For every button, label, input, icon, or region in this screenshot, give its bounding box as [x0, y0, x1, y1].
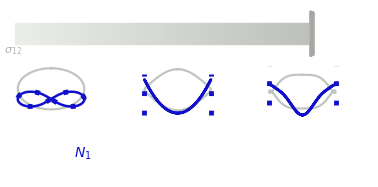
- Bar: [35, 23, 40, 44]
- Polygon shape: [310, 11, 312, 56]
- Bar: [20, 23, 25, 44]
- Polygon shape: [311, 12, 313, 56]
- Polygon shape: [310, 11, 312, 56]
- Bar: [89, 23, 94, 44]
- Polygon shape: [311, 12, 313, 56]
- Bar: [25, 23, 30, 44]
- Bar: [50, 23, 54, 44]
- Polygon shape: [310, 11, 312, 56]
- Bar: [256, 23, 261, 44]
- Bar: [167, 23, 172, 44]
- Polygon shape: [311, 12, 313, 56]
- Bar: [276, 23, 280, 44]
- Bar: [305, 23, 310, 44]
- Polygon shape: [310, 11, 312, 56]
- Bar: [182, 23, 187, 44]
- Bar: [222, 23, 226, 44]
- Polygon shape: [311, 12, 313, 56]
- Polygon shape: [311, 12, 313, 56]
- Polygon shape: [310, 11, 312, 56]
- Bar: [104, 23, 108, 44]
- Bar: [45, 23, 50, 44]
- Bar: [163, 23, 167, 44]
- Bar: [128, 23, 133, 44]
- Polygon shape: [311, 12, 313, 56]
- Bar: [285, 23, 290, 44]
- Bar: [251, 23, 256, 44]
- Bar: [30, 23, 35, 44]
- Bar: [79, 23, 84, 44]
- Polygon shape: [311, 12, 313, 56]
- Bar: [40, 23, 45, 44]
- Bar: [246, 23, 251, 44]
- Bar: [15, 23, 20, 44]
- Bar: [207, 23, 212, 44]
- Text: $\gamma_0$: $\gamma_0$: [330, 24, 347, 40]
- Bar: [123, 23, 128, 44]
- Text: $N_1$: $N_1$: [74, 146, 91, 163]
- Polygon shape: [311, 11, 313, 56]
- Polygon shape: [311, 12, 313, 56]
- Polygon shape: [311, 12, 313, 56]
- Bar: [236, 23, 241, 44]
- Polygon shape: [311, 12, 313, 56]
- Bar: [84, 23, 89, 44]
- Bar: [99, 23, 104, 44]
- Bar: [172, 23, 177, 44]
- Bar: [231, 23, 236, 44]
- Bar: [138, 23, 143, 44]
- Bar: [108, 23, 113, 44]
- Polygon shape: [311, 12, 313, 56]
- Bar: [261, 23, 266, 44]
- Bar: [113, 23, 118, 44]
- Bar: [197, 23, 202, 44]
- Bar: [300, 23, 305, 44]
- Bar: [241, 23, 246, 44]
- Bar: [212, 23, 217, 44]
- Bar: [133, 23, 138, 44]
- Bar: [148, 23, 153, 44]
- Bar: [69, 23, 74, 44]
- Bar: [177, 23, 182, 44]
- Polygon shape: [312, 12, 314, 55]
- Bar: [64, 23, 69, 44]
- Polygon shape: [311, 12, 313, 55]
- Bar: [280, 23, 285, 44]
- Bar: [290, 23, 295, 44]
- Polygon shape: [311, 12, 313, 56]
- Bar: [59, 23, 64, 44]
- Bar: [143, 23, 148, 44]
- Bar: [202, 23, 207, 44]
- Bar: [217, 23, 222, 44]
- Bar: [226, 23, 231, 44]
- Bar: [187, 23, 192, 44]
- Bar: [271, 23, 276, 44]
- Bar: [295, 23, 300, 44]
- Polygon shape: [310, 11, 312, 56]
- Polygon shape: [310, 11, 312, 56]
- Polygon shape: [310, 11, 312, 56]
- Bar: [74, 23, 79, 44]
- Bar: [94, 23, 99, 44]
- Bar: [158, 23, 163, 44]
- Polygon shape: [311, 12, 313, 56]
- Bar: [192, 23, 197, 44]
- Polygon shape: [311, 12, 313, 56]
- Polygon shape: [311, 12, 313, 56]
- Polygon shape: [310, 11, 312, 56]
- Polygon shape: [312, 12, 314, 55]
- Text: $\sigma_{12}$: $\sigma_{12}$: [4, 45, 22, 57]
- Bar: [54, 23, 59, 44]
- Polygon shape: [310, 11, 312, 56]
- Bar: [266, 23, 271, 44]
- Bar: [153, 23, 158, 44]
- Bar: [118, 23, 123, 44]
- Polygon shape: [311, 11, 313, 56]
